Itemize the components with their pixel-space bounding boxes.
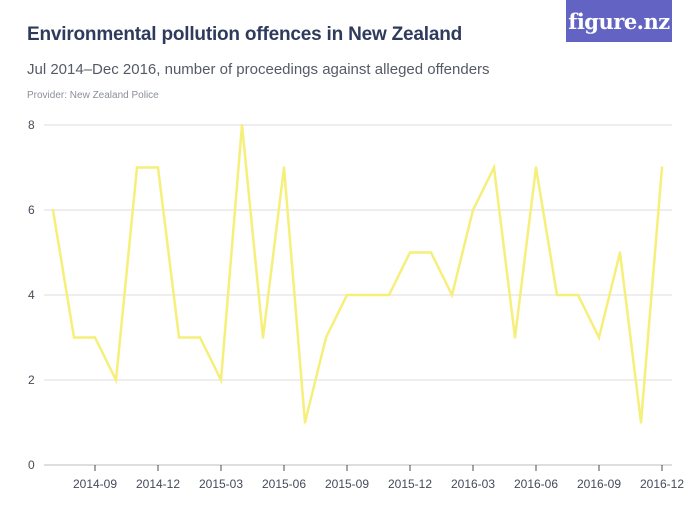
data-point-2016-12 [660,166,664,169]
data-point-2014-12 [156,166,160,169]
data-point-2016-08 [576,293,580,297]
series-line [51,124,664,423]
data-point-2016-05 [513,336,517,339]
x-tick-label: 2015-12 [388,477,432,491]
data-point-2015-07 [303,421,307,424]
x-tick-label: 2015-09 [325,477,369,491]
data-point-2015-02 [198,336,202,339]
x-tick-label: 2015-06 [262,477,306,491]
data-point-2016-07 [555,293,559,297]
data-point-2014-09 [93,336,97,339]
data-point-2015-06 [282,166,286,169]
data-point-2015-10 [366,293,370,297]
x-tick-label: 2016-03 [451,477,495,491]
data-provider: Provider: New Zealand Police [27,90,159,101]
x-tick-label: 2014-09 [73,477,117,491]
figure-nz-logo[interactable]: figure.nz [566,0,672,42]
data-point-2015-08 [324,336,328,339]
data-point-2014-08 [72,336,76,339]
y-tick-label: 4 [28,288,35,302]
data-point-2014-10 [114,378,118,382]
y-tick-label: 8 [28,118,35,132]
data-point-2014-11 [135,166,139,169]
data-point-2015-03 [219,378,223,382]
x-tick-label: 2016-06 [514,477,558,491]
data-point-2016-01 [429,251,433,254]
data-point-2016-03 [471,208,475,212]
data-point-2016-06 [534,166,538,169]
y-tick-label: 6 [28,203,35,217]
data-point-2016-04 [492,166,496,169]
x-axis-ticks: 2014-09 2014-12 2015-03 2015-06 2015-09 2015-… [73,465,684,491]
y-tick-label: 2 [28,373,35,387]
data-point-2015-05 [261,336,265,339]
chart-title: Environmental pollution offences in New … [27,24,463,45]
data-point-2015-01 [177,336,181,339]
x-tick-label: 2016-09 [577,477,621,491]
x-tick-label: 2014-12 [136,477,180,491]
y-axis-ticks: 0 2 4 6 8 [28,118,35,472]
data-point-2016-11 [639,421,643,424]
data-point-2016-10 [618,251,622,254]
data-points [51,123,664,424]
y-tick-label: 0 [28,458,35,472]
x-tick-label: 2015-03 [199,477,243,491]
data-point-2015-11 [387,293,391,297]
chart-subtitle: Jul 2014–Dec 2016, number of proceedings… [27,61,490,78]
data-point-2015-04 [240,123,244,127]
data-point-2015-09 [345,293,349,297]
data-point-2014-07 [51,208,55,212]
data-point-2015-12 [408,251,412,254]
data-point-2016-02 [450,293,454,297]
x-tick-label: 2016-12 [640,477,684,491]
data-point-2016-09 [597,336,601,339]
